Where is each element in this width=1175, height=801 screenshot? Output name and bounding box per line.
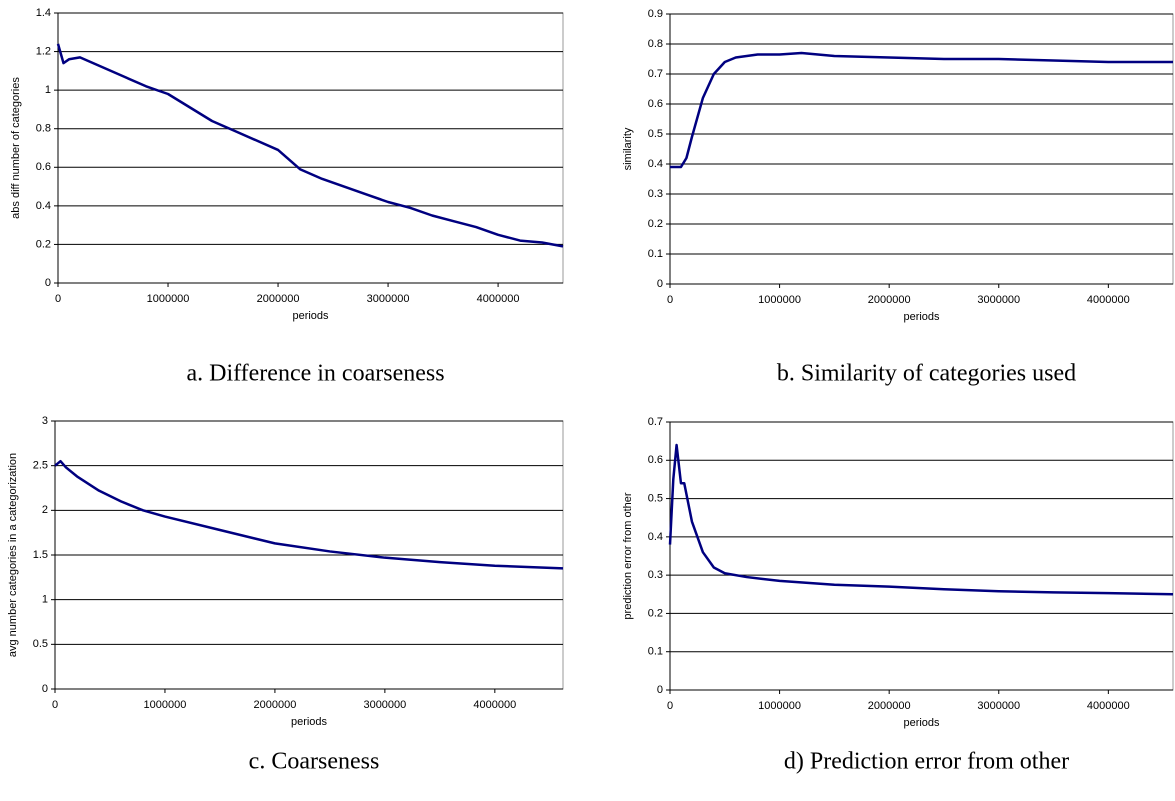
x-tick-label: 2000000	[253, 699, 296, 711]
plot-area	[57, 12, 564, 284]
x-tick-label: 2000000	[868, 294, 911, 306]
y-tick-label: 0.4	[648, 531, 663, 543]
caption: d) Prediction error from other	[784, 749, 1069, 775]
x-tick-label: 2000000	[868, 700, 911, 712]
y-tick-label: 0.1	[648, 646, 663, 658]
y-tick-label: 0.2	[36, 238, 51, 250]
y-tick-label: 0.3	[648, 569, 663, 581]
x-tick-label: 0	[667, 700, 673, 712]
x-tick-label: 1000000	[758, 700, 801, 712]
x-tick-label: 1000000	[147, 293, 190, 305]
y-axis-label: prediction error from other	[622, 492, 634, 619]
y-tick-label: 0.8	[36, 123, 51, 135]
x-axis-label: periods	[291, 716, 328, 728]
y-tick-label: 0.9	[648, 8, 663, 20]
y-tick-label: 2.5	[33, 460, 48, 472]
x-tick-label: 1000000	[144, 699, 187, 711]
y-tick-label: 1	[45, 84, 51, 96]
y-tick-label: 1.2	[36, 45, 51, 57]
x-tick-label: 1000000	[758, 294, 801, 306]
x-tick-label: 0	[55, 293, 61, 305]
x-tick-label: 3000000	[363, 699, 406, 711]
y-axis-label: abs diff number of categories	[10, 77, 22, 219]
data-line	[56, 43, 564, 248]
x-tick-label: 0	[52, 699, 58, 711]
x-tick-label: 4000000	[1087, 294, 1130, 306]
y-axis-label: avg number categories in a categorizatio…	[7, 453, 19, 657]
y-axis-label: similarity	[622, 127, 634, 170]
x-tick-label: 4000000	[1087, 700, 1130, 712]
y-tick-label: 0.5	[648, 492, 663, 504]
y-tick-label: 0.7	[648, 416, 663, 428]
y-tick-label: 0.6	[36, 161, 51, 173]
x-tick-label: 4000000	[473, 699, 516, 711]
x-tick-label: 0	[667, 294, 673, 306]
y-tick-label: 1	[42, 594, 48, 606]
x-tick-label: 3000000	[977, 700, 1020, 712]
y-tick-label: 0.5	[33, 638, 48, 650]
y-tick-label: 0	[657, 684, 663, 696]
y-tick-label: 0	[45, 277, 51, 289]
y-tick-label: 0.6	[648, 98, 663, 110]
plot-area	[669, 421, 1174, 691]
x-axis-label: periods	[903, 311, 940, 323]
caption: b. Similarity of categories used	[777, 361, 1076, 387]
y-tick-label: 0.2	[648, 218, 663, 230]
data-line	[670, 51, 1173, 169]
y-tick-label: 0.2	[648, 607, 663, 619]
x-tick-label: 2000000	[257, 293, 300, 305]
x-tick-label: 4000000	[477, 293, 520, 305]
data-line	[668, 443, 1174, 596]
plot-area	[669, 13, 1174, 285]
x-axis-label: periods	[903, 717, 940, 729]
data-line	[54, 459, 564, 570]
y-tick-label: 0.4	[36, 200, 51, 212]
y-tick-label: 2	[42, 504, 48, 516]
y-tick-label: 0.5	[648, 128, 663, 140]
y-tick-label: 3	[42, 415, 48, 427]
caption: a. Difference in coarseness	[186, 361, 444, 387]
x-tick-label: 3000000	[367, 293, 410, 305]
y-tick-label: 0.4	[648, 158, 663, 170]
x-tick-label: 3000000	[977, 294, 1020, 306]
y-tick-label: 0.1	[648, 248, 663, 260]
y-tick-label: 0	[42, 683, 48, 695]
x-axis-label: periods	[292, 310, 329, 322]
y-tick-label: 1.5	[33, 549, 48, 561]
y-tick-label: 0.8	[648, 38, 663, 50]
y-tick-label: 0.6	[648, 454, 663, 466]
y-tick-label: 0	[657, 278, 663, 290]
caption: c. Coarseness	[249, 749, 380, 775]
y-tick-label: 1.4	[36, 7, 51, 19]
y-tick-label: 0.7	[648, 68, 663, 80]
y-tick-label: 0.3	[648, 188, 663, 200]
